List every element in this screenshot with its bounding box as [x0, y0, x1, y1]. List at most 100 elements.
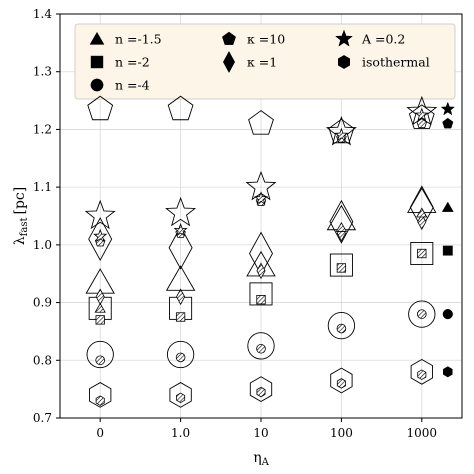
data-point-inner-diamond [176, 288, 186, 306]
data-point-inner-diamond [417, 213, 427, 231]
data-point-inner-star [253, 191, 269, 205]
data-point-inner-pentagon [416, 118, 428, 129]
reference-point-pentagon [442, 117, 454, 129]
data-point-inner-square [417, 248, 427, 259]
legend-box [74, 23, 456, 100]
data-point-inner-hexagon [417, 369, 427, 380]
y-tick-label: 0.9 [33, 296, 52, 310]
legend-item: isothermal [337, 55, 430, 70]
legend-item: n =-4 [90, 78, 150, 93]
legend-marker-pentagon-icon [222, 31, 236, 45]
data-point-inner-hexagon [336, 378, 346, 389]
legend-label: κ =10 [247, 32, 285, 47]
data-point-pentagon [328, 118, 355, 144]
data-point-circle [247, 332, 275, 360]
legend-marker-square-icon [90, 55, 104, 69]
data-point-inner-hexagon [256, 386, 266, 398]
legend-item: κ =10 [222, 32, 285, 47]
data-point-circle [86, 340, 114, 369]
data-point-pentagon [167, 95, 194, 121]
data-point-inner-triangle [335, 221, 348, 232]
y-tick-label: 0.8 [33, 353, 52, 367]
data-point-hexagon [410, 358, 433, 385]
legend-item: A =0.2 [335, 29, 405, 47]
y-tick-label: 1.3 [33, 65, 52, 79]
data-point-inner-diamond [256, 262, 266, 280]
data-marks [84, 95, 456, 408]
data-point-hexagon [249, 376, 273, 403]
reference-point-star [440, 101, 456, 116]
data-point-hexagon [89, 382, 112, 408]
legend-marker-triangle-icon [89, 31, 105, 45]
legend-marker-circle-icon [90, 78, 104, 92]
data-point-inner-star [173, 223, 188, 237]
data-point-square [329, 253, 353, 277]
data-point-diamond [168, 225, 193, 270]
x-axis-label-sub: A [261, 457, 270, 468]
y-tick-label: 0.7 [33, 411, 52, 425]
reference-point-triangle [441, 201, 454, 212]
data-point-diamond [88, 217, 113, 262]
y-axis-label: λfast [pc] [12, 187, 30, 245]
data-point-star [84, 199, 116, 230]
x-tick-label: 10 [253, 426, 268, 440]
data-point-circle [327, 312, 356, 340]
data-point-inner-square [336, 263, 347, 273]
data-point-star [165, 196, 197, 227]
data-point-inner-circle [175, 352, 186, 363]
axis-ticks: 0.7 0.8 0.9 1.0 1.1 1.2 1.3 1.4 0 1.0 10 100 1000 [33, 7, 437, 440]
data-point-inner-circle [95, 355, 105, 366]
legend-marker-hexagon-icon [337, 55, 351, 69]
legend-marker-star-icon [335, 29, 353, 47]
x-tick-label: 1.0 [171, 426, 190, 440]
data-point-inner-diamond [95, 288, 105, 306]
y-tick-label: 1.1 [33, 180, 52, 194]
data-point-inner-circle [256, 343, 266, 354]
data-point-inner-hexagon [95, 395, 105, 406]
data-point-diamond [329, 199, 354, 244]
data-point-inner-circle [416, 309, 427, 319]
data-point-inner-triangle [94, 302, 106, 313]
legend-item: n =-1.5 [89, 31, 162, 47]
reference-point-circle [442, 309, 453, 320]
legend-marker-diamond-icon [222, 50, 236, 74]
data-point-square [410, 242, 434, 266]
data-point-pentagon [87, 95, 114, 121]
data-point-inner-star [334, 127, 349, 142]
legend-item: n =-2 [90, 55, 150, 70]
legend-label: n =-4 [115, 78, 150, 93]
legend-label: n =-2 [115, 55, 150, 70]
data-point-inner-square [256, 295, 266, 305]
data-point-inner-hexagon [176, 392, 186, 404]
x-tick-label: 1000 [407, 426, 438, 440]
data-point-inner-square [95, 315, 105, 325]
data-point-inner-triangle [416, 207, 428, 218]
x-tick-label: 100 [330, 426, 353, 440]
data-point-inner-square [175, 312, 186, 322]
x-axis-label-main: η [253, 450, 261, 466]
data-point-inner-circle [336, 323, 347, 334]
legend-label: isothermal [362, 55, 430, 70]
y-tick-label: 1.2 [33, 122, 52, 136]
y-tick-label: 1.0 [33, 238, 52, 252]
reference-point-square [442, 245, 453, 256]
legend-label: κ =1 [247, 55, 277, 70]
data-point-square [249, 282, 273, 306]
y-axis-label-unit: [pc] [12, 187, 28, 215]
y-axis-label-main: λ [12, 236, 28, 245]
data-point-hexagon [330, 367, 353, 394]
legend-label: A =0.2 [361, 32, 405, 47]
legend-label: n =-1.5 [115, 32, 162, 47]
x-axis-label: ηA [253, 450, 269, 468]
legend-item: κ =1 [222, 50, 277, 74]
data-point-inner-star [93, 228, 108, 243]
data-point-inner-star [414, 107, 429, 121]
data-point-circle [166, 340, 195, 369]
y-axis-label-sub: fast [19, 218, 30, 237]
y-tick-label: 1.4 [33, 7, 52, 21]
data-point-pentagon [248, 110, 274, 135]
data-point-pentagon [408, 104, 435, 129]
data-point-circle [408, 300, 436, 328]
legend: n =-1.5 n =-2 n =-4 κ =10 κ =1 A =0.2 isotherm… [74, 23, 456, 100]
